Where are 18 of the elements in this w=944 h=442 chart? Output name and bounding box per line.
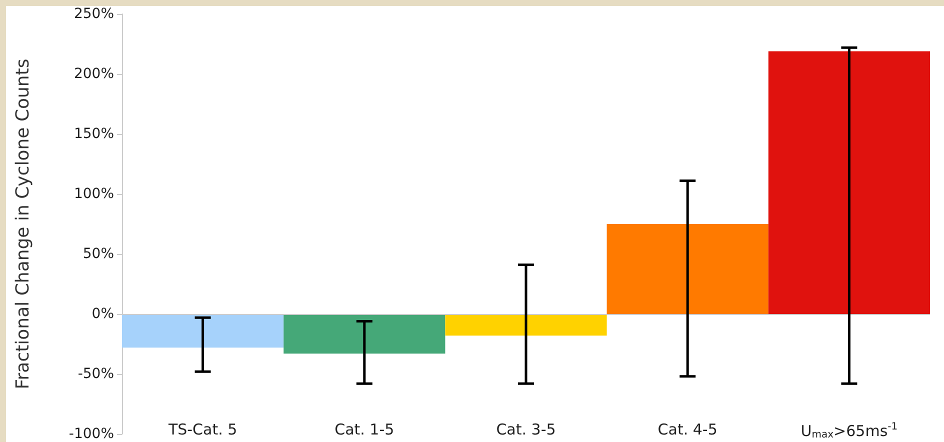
y-tick-label: 150%: [74, 126, 114, 142]
bar: [284, 314, 446, 354]
bar: [606, 224, 768, 314]
x-tick-label: Cat. 3-5: [496, 420, 556, 438]
x-tick-label: Cat. 1-5: [334, 420, 394, 438]
y-tick-label: 0%: [92, 306, 114, 322]
y-tick-label: 100%: [74, 186, 114, 202]
bar: [122, 314, 284, 348]
y-tick-label: 200%: [74, 66, 114, 82]
y-axis-title: Fractional Change in Cyclone Counts: [12, 58, 34, 390]
bar: [768, 51, 930, 314]
y-tick-label: 50%: [82, 246, 114, 262]
bar: [445, 314, 607, 336]
x-tick-label: Cat. 4-5: [658, 420, 718, 438]
y-tick-label: -50%: [78, 366, 114, 382]
y-tick-label: -100%: [68, 426, 114, 442]
y-tick-label: 250%: [74, 6, 114, 22]
x-tick-label: TS-Cat. 5: [167, 420, 238, 438]
